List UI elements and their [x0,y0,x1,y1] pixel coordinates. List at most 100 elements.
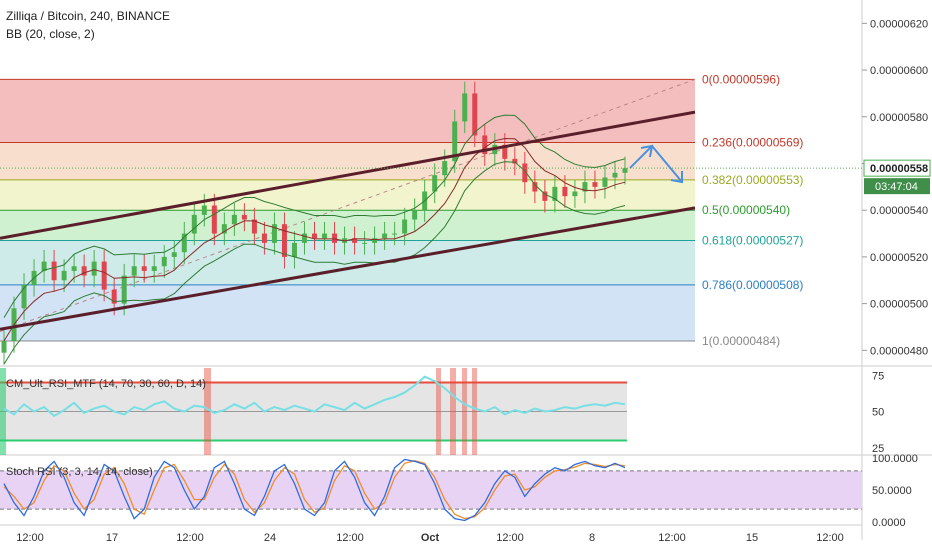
bb-lower [3,161,626,365]
x-tick-label: 15 [746,532,758,544]
stoch-tick-label: 100.0000 [872,453,918,465]
candle-body [301,233,307,243]
candle-body [382,233,388,239]
candle-body [1,340,7,353]
stoch-tick-label: 0.0000 [872,517,906,529]
candle-body [111,289,117,304]
candle-body [281,224,287,257]
price-tick-label: 0.00000600 [870,65,928,77]
candle-body [312,233,317,239]
current-price-label: 0.00000558 [870,163,928,175]
candle-body [261,233,267,243]
stoch-rsi-indicator-label: Stoch RSI (3, 3, 14, 14, close) [6,466,153,478]
fib-level-label: 0.5(0.00000540) [702,203,790,217]
candle-body [291,242,297,257]
price-tick-label: 0.00000580 [870,112,928,124]
candle-body [542,191,548,201]
fib-level-label: 0.786(0.00000508) [702,278,803,292]
rsi-overbought-highlight [450,368,456,455]
candle-body [322,233,328,239]
x-tick-label: 12:00 [496,532,524,544]
candle-body [472,93,478,136]
candle-body [482,135,488,155]
candle-body [462,93,468,122]
stoch-tick-label: 50.0000 [872,485,912,497]
fib-level-label: 0.618(0.00000527) [702,234,803,248]
candle-body [241,214,247,220]
bb-indicator-label: BB (20, close, 2) [6,27,95,41]
rsi-overbought-highlight [204,368,211,455]
candle-body [402,219,408,234]
x-tick-label: 17 [106,532,118,544]
candle-body [131,266,137,276]
x-tick-label: 12:00 [658,532,686,544]
bb-upper [3,114,626,318]
rsi-oversold-highlight [0,368,6,455]
fib-zone [0,142,695,180]
candle-body [432,175,438,192]
candle-body [392,233,398,235]
candle-body [552,186,558,201]
candle-body [61,270,67,281]
fib-level-label: 0.382(0.00000553) [702,173,803,187]
countdown-label: 03:47:04 [875,181,918,193]
channel-upper-line [0,110,696,240]
candle-body [452,121,458,162]
rsi-tick-label: 50 [872,407,884,419]
channel-lower-line [0,206,696,331]
current-price-box [863,159,931,177]
fib-level-label: 1(0.00000484) [702,334,780,348]
candle-body [231,214,237,225]
candle-body [221,224,227,234]
fib-level-label: 0(0.00000596) [702,72,780,86]
rsi-tick-label: 75 [872,370,884,382]
candle-body [201,205,207,215]
candle-body [51,261,57,281]
price-tick-label: 0.00000480 [870,345,928,357]
symbol-title: Zilliqa / Bitcoin, 240, BINANCE [6,9,171,23]
price-tick-label: 0.00000620 [870,18,928,30]
candle-body [602,177,608,187]
candle-body [151,266,157,271]
candle-body [522,163,528,183]
x-tick-label: 12:00 [336,532,364,544]
stoch-d-line [3,460,626,520]
fib-zone [0,210,695,241]
rsi-overbought-highlight [462,368,467,455]
candle-body [181,233,187,253]
rsi-indicator-label: CM_Ult_RSI_MTF (14, 70, 30, 60, D, 14) [6,378,206,390]
price-tick-label: 0.00000520 [870,252,928,264]
candle-body [332,233,338,243]
candle-body [161,256,167,267]
x-tick-label: Oct [421,532,440,544]
x-tick-label: 24 [264,532,276,544]
x-tick-label: 8 [589,532,595,544]
candle-body [532,182,538,192]
candle-body [592,182,598,187]
candle-body [121,275,127,304]
candle-body [271,224,277,243]
rsi-overbought-highlight [436,368,441,455]
x-tick-label: 12:00 [816,532,844,544]
candle-body [191,214,197,234]
candle-body [622,168,628,173]
candle-body [81,266,87,276]
candle-body [362,242,368,244]
candle-body [412,210,418,220]
candle-body [21,284,27,309]
rsi-overbought-highlight [472,368,477,455]
price-tick-label: 0.00000540 [870,205,928,217]
rsi-line [3,375,626,418]
candle-body [582,182,588,192]
candle-body [562,186,568,197]
candle-body [372,238,378,243]
candle-body [251,219,257,234]
candle-body [141,266,147,271]
candle-body [71,266,77,271]
candle-body [512,158,518,164]
fib-level-label: 0.236(0.00000569) [702,135,803,149]
candle-body [91,261,97,276]
x-tick-label: 12:00 [16,532,44,544]
candle-body [171,252,177,257]
